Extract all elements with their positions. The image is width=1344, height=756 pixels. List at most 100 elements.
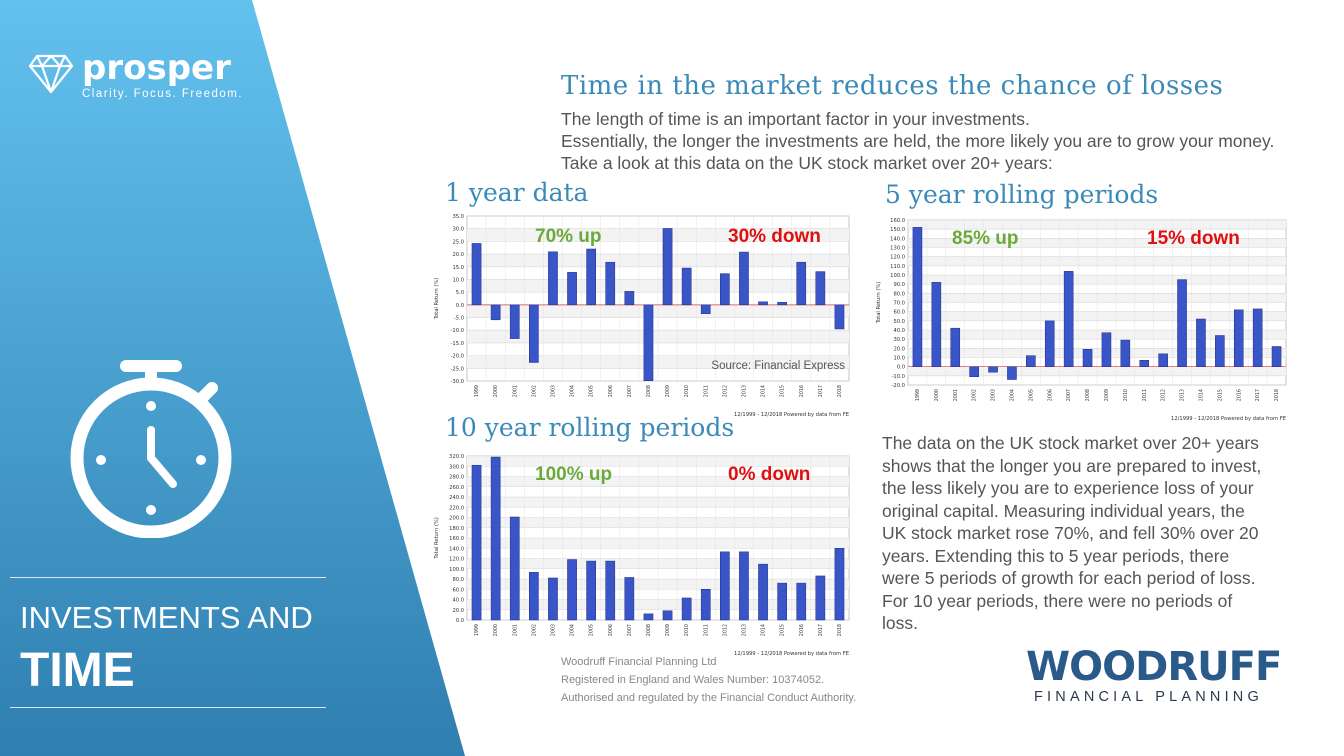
bar [1063,271,1074,367]
x-tick-label: 2004 [1009,389,1015,401]
bar [758,301,768,306]
bar [662,610,673,621]
y-tick-label: 160.0 [449,536,464,542]
x-tick-label: 2012 [1161,389,1167,401]
bar [912,227,923,367]
bar [490,304,501,321]
bar [624,291,635,306]
bar [1082,349,1093,367]
bar [815,575,826,621]
x-tick-label: 2002 [972,389,978,401]
x-tick-label: 2006 [608,385,614,397]
x-tick-label: 2015 [780,385,786,397]
x-tick-label: 2009 [665,624,671,636]
x-tick-label: 1999 [915,389,921,401]
y-tick-label: -30.0 [451,379,464,385]
bar [471,464,482,621]
bar [605,560,616,621]
x-tick-label: 2003 [991,389,997,401]
x-tick-label: 2007 [627,624,633,636]
x-tick-label: 2014 [761,385,767,397]
x-tick-label: 2016 [799,624,805,636]
bar [815,271,826,306]
bar [834,304,845,330]
bar [490,456,501,621]
intro-text: The length of time is an important facto… [561,108,1281,174]
x-tick-label: 2002 [531,385,537,397]
x-tick-label: 2001 [953,389,959,401]
chart-footnote: 12/1999 - 12/2018 Powered by data from F… [1171,416,1286,422]
up-label: 70% up [535,226,602,247]
bar [1120,339,1131,367]
x-tick-label: 2017 [818,385,824,397]
x-tick-label: 2012 [722,385,728,397]
y-tick-label: 20.0 [893,346,905,352]
y-tick-label: 180.0 [449,526,464,532]
bar [1196,318,1206,367]
x-tick-label: 2006 [1047,389,1053,401]
bar [1026,355,1036,367]
y-tick-label: 150.0 [890,227,905,233]
bar [950,327,961,367]
diamond-icon [28,54,74,94]
x-tick-label: 2005 [589,385,595,397]
y-tick-label: 10.0 [452,277,464,283]
bar [834,548,845,621]
prosper-logo: prosper Clarity. Focus. Freedom. [28,48,242,100]
bar [643,304,654,381]
x-tick-label: 2018 [1274,389,1280,401]
divider-top [10,577,326,578]
x-tick-label: 2005 [1028,389,1034,401]
bar [662,228,673,306]
bar [777,302,787,306]
x-tick-label: 2004 [570,385,576,397]
x-tick-label: 2000 [493,624,499,636]
bar [509,304,520,339]
x-tick-label: 2000 [493,385,499,397]
x-tick-label: 2011 [703,385,709,397]
bar [681,597,692,621]
y-tick-label: -10.0 [451,328,464,334]
x-tick-label: 2011 [703,624,709,636]
chart-10-year: 0.0 20.0 40.0 60.0 80.0 100.0 120.0 140.0 160.0 1… [434,454,850,657]
y-tick-label: 140.0 [890,236,905,242]
bar [758,563,768,621]
logo-tagline: Clarity. Focus. Freedom. [82,88,244,100]
bar [700,304,711,314]
x-tick-label: 2017 [818,624,824,636]
chart-5-year: -20.0 -10.0 0.0 10.0 20.0 30.0 40.0 50.0 60.0 70.… [876,218,1287,422]
x-tick-label: 2015 [780,624,786,636]
y-tick-label: 30.0 [893,337,905,343]
y-tick-label: 100.0 [890,273,905,279]
x-tick-label: 2001 [512,385,518,397]
y-tick-label: 70.0 [893,301,905,307]
bar [777,582,787,621]
y-tick-label: 20.0 [452,252,464,258]
y-tick-label: 40.0 [893,328,905,334]
y-tick-label: 25.0 [452,239,464,245]
logo-name: prosper [82,48,231,88]
bar [796,582,807,621]
x-tick-label: 2017 [1255,389,1261,401]
summary-text: The data on the UK stock market over 20+… [882,433,1262,633]
y-tick-label: 80.0 [452,577,464,583]
y-tick-label: -25.0 [451,366,464,372]
x-tick-label: 2009 [665,385,671,397]
chart-1-year: -30.0 -25.0 -20.0 -15.0 -10.0 -5.0 0.0 5.0 10.0 1… [434,214,850,418]
bar [548,577,558,621]
up-label: 100% up [535,464,612,485]
bar [586,248,596,306]
x-tick-label: 2007 [1066,389,1072,401]
bar [548,251,558,306]
woodruff-logo-sub: FINANCIAL PLANNING [1034,689,1263,705]
y-tick-label: 100.0 [449,567,464,573]
bar [720,273,730,306]
sidebar-title-line2: TIME [20,644,135,697]
y-axis-label: Total Return (%) [434,517,440,560]
y-tick-label: 300.0 [449,464,464,470]
y-tick-label: 90.0 [893,282,905,288]
y-tick-label: 60.0 [893,310,905,316]
y-tick-label: 160.0 [890,218,905,224]
x-tick-label: 2002 [531,624,537,636]
bar [1215,335,1225,367]
